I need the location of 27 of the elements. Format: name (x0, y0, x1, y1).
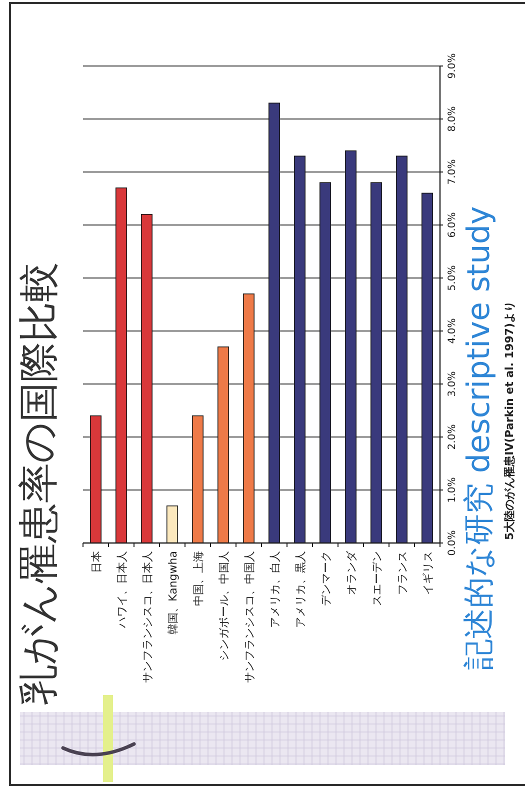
x-tick-label: シンガポール、中国人 (217, 551, 230, 661)
y-tick-label: 7.0% (447, 159, 458, 185)
x-tick-label: 韓国、Kangwha (166, 551, 180, 634)
text: 5大陸のがん罹患IV(Parkin et al. 1997)より (503, 300, 516, 540)
y-tick-label: 9.0% (447, 53, 458, 79)
x-tick-label: フランス (396, 551, 409, 595)
y-tick-label: 1.0% (447, 477, 458, 503)
x-tick-label: アメリカ、黒人 (294, 551, 307, 628)
x-tick-label: サンフランシスコ、日本人 (140, 551, 154, 683)
text: 記述的な研究 descriptive study (461, 206, 497, 670)
y-tick-label: 2.0% (447, 424, 458, 450)
text: 乳がん罹患率の国際比較 (16, 262, 62, 705)
x-tick-label: イギリス (421, 551, 434, 595)
x-tick-label: オランダ (344, 550, 358, 595)
y-tick-label: 0.0% (447, 530, 458, 556)
x-tick-label: 日本 (90, 551, 103, 573)
y-tick-label: 5.0% (447, 265, 458, 291)
y-tick-label: 3.0% (447, 371, 458, 397)
x-tick-label: 中国、上海 (192, 551, 205, 606)
x-tick-label: ハワイ、日本人 (115, 551, 128, 629)
x-tick-label: スエーデン (370, 551, 384, 606)
x-tick-label: アメリカ、白人 (268, 551, 282, 628)
x-tick-label: サンフランシスコ、中国人 (242, 551, 256, 683)
y-tick-label: 4.0% (447, 318, 458, 344)
x-tick-label: デンマーク (319, 551, 332, 606)
y-tick-label: 6.0% (447, 212, 458, 238)
y-tick-label: 8.0% (447, 106, 458, 132)
